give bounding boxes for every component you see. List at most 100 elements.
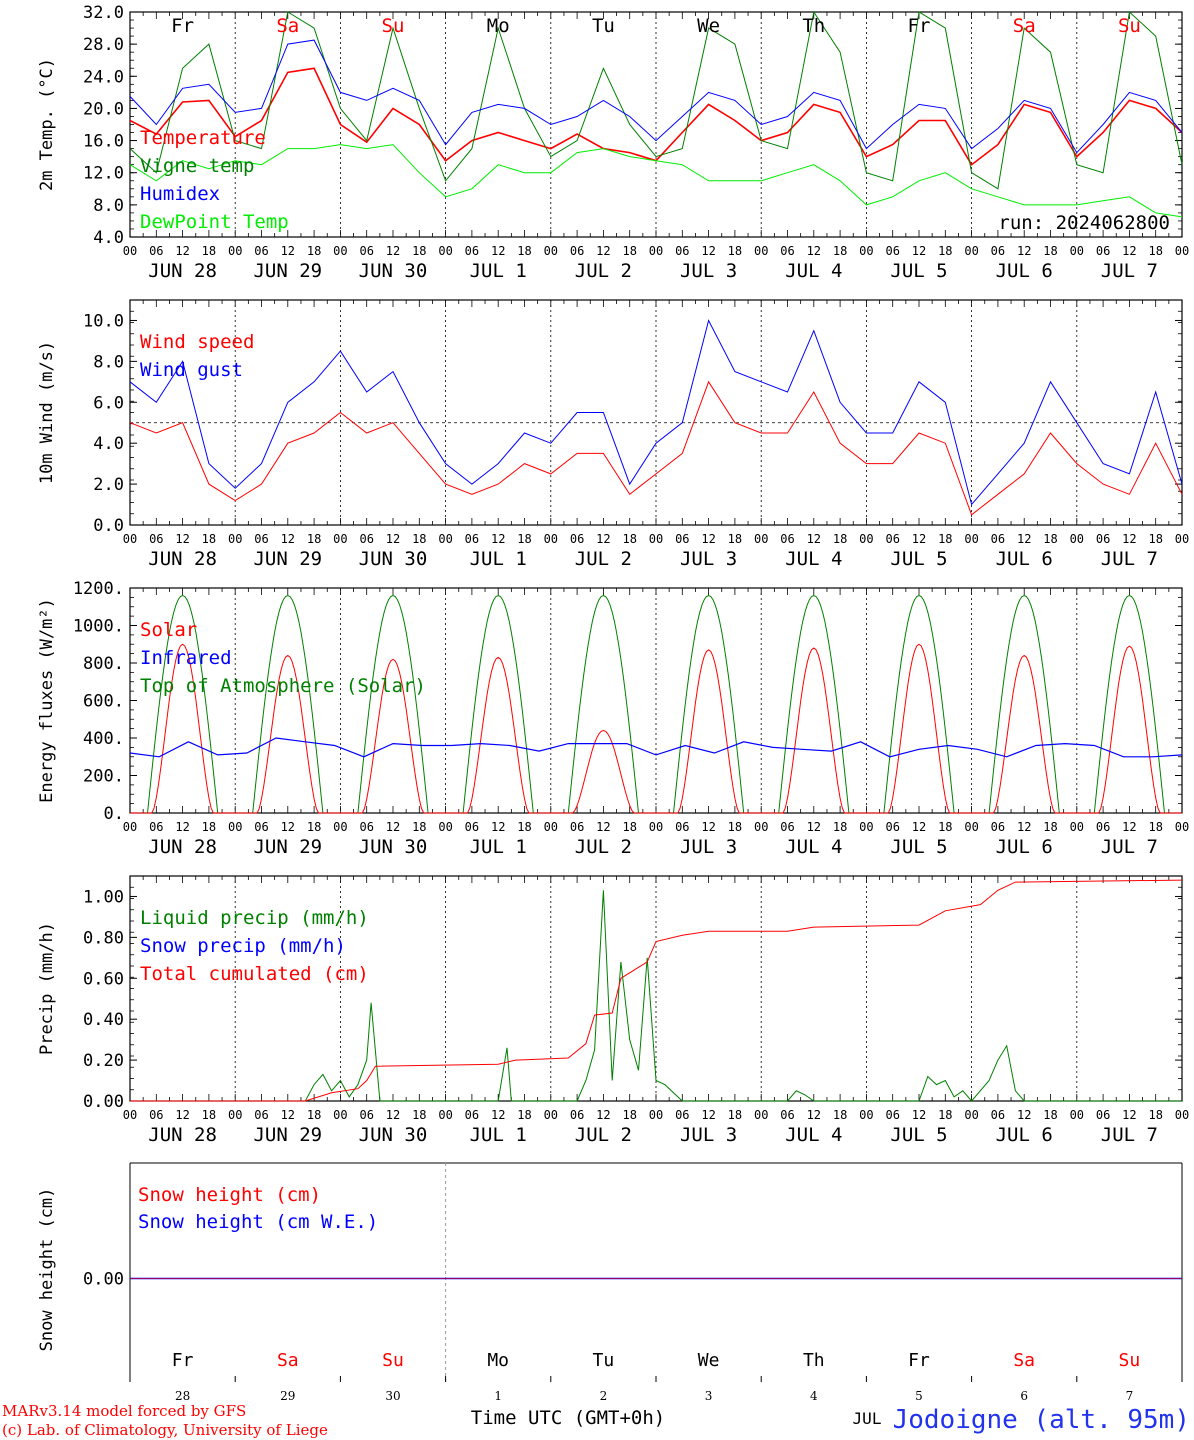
legend-entry: Snow height (cm) xyxy=(138,1184,321,1206)
hour-tick-label: 18 xyxy=(938,1108,952,1122)
y-tick-label: 24.0 xyxy=(83,67,124,87)
hour-tick-label: 06 xyxy=(780,244,794,258)
y-tick-label: 16.0 xyxy=(83,132,124,152)
day-number: 5 xyxy=(915,1389,923,1403)
hour-tick-label: 18 xyxy=(412,532,426,546)
hour-tick-label: 00 xyxy=(859,244,873,258)
series-line-2 xyxy=(129,39,1183,154)
date-label: JUL 1 xyxy=(470,548,527,570)
day-name-bottom: Sa xyxy=(1013,1350,1035,1371)
date-label: JUL 2 xyxy=(575,1124,632,1146)
hour-tick-label: 12 xyxy=(807,244,821,258)
y-tick-label: 28.0 xyxy=(83,35,124,55)
date-label: JUL 6 xyxy=(996,260,1053,282)
hour-tick-label: 18 xyxy=(517,532,531,546)
date-label: JUL 3 xyxy=(680,836,737,858)
hour-tick-label: 12 xyxy=(491,1108,505,1122)
y-tick-label: 4.0 xyxy=(93,228,124,248)
hour-tick-label: 06 xyxy=(1096,1108,1110,1122)
day-number: 29 xyxy=(280,1389,295,1403)
hour-tick-label: 00 xyxy=(228,820,242,834)
hour-tick-label: 06 xyxy=(885,532,899,546)
hour-tick-label: 00 xyxy=(544,820,558,834)
hour-tick-label: 06 xyxy=(570,820,584,834)
hour-tick-label: 00 xyxy=(754,244,768,258)
hour-tick-label: 00 xyxy=(123,1108,137,1122)
hour-tick-label: 18 xyxy=(622,244,636,258)
hour-tick-label: 00 xyxy=(754,820,768,834)
legend-entry: Top of Atmosphere (Solar) xyxy=(140,675,426,697)
hour-tick-label: 18 xyxy=(728,532,742,546)
hour-tick-label: 12 xyxy=(701,532,715,546)
date-label: JUN 28 xyxy=(148,1124,217,1146)
y-tick-label: 0.80 xyxy=(83,928,124,948)
hour-tick-label: 00 xyxy=(859,532,873,546)
panel-5: 0.00 Snow height (cm) Snow height (cm) Snow… xyxy=(37,1162,1183,1428)
hour-tick-label: 18 xyxy=(517,244,531,258)
hour-tick-label: 00 xyxy=(649,1108,663,1122)
day-number: 30 xyxy=(385,1389,400,1403)
legend-entry: Solar xyxy=(140,619,197,641)
hour-tick-label: 18 xyxy=(202,244,216,258)
day-number: 28 xyxy=(175,1389,190,1403)
hour-tick-label: 06 xyxy=(780,1108,794,1122)
hour-tick-label: 06 xyxy=(675,820,689,834)
series-line-1 xyxy=(129,10,1183,190)
date-label: JUN 30 xyxy=(359,260,428,282)
date-label: JUN 29 xyxy=(253,260,322,282)
day-name: Sa xyxy=(1013,15,1036,37)
legend-entry: Vigne temp xyxy=(140,155,254,177)
hour-tick-label: 12 xyxy=(596,820,610,834)
hour-tick-label: 18 xyxy=(1148,244,1162,258)
hour-tick-label: 12 xyxy=(281,820,295,834)
day-name: Su xyxy=(382,15,405,37)
hour-tick-label: 18 xyxy=(1043,1108,1057,1122)
day-name: Mo xyxy=(487,15,510,37)
hour-tick-label: 18 xyxy=(833,1108,847,1122)
date-label: JUL 1 xyxy=(470,836,527,858)
hour-tick-label: 00 xyxy=(544,1108,558,1122)
hour-tick-label: 00 xyxy=(859,1108,873,1122)
y-tick-label: 0.00 xyxy=(83,1092,124,1112)
date-label: JUL 3 xyxy=(680,260,737,282)
hour-tick-label: 12 xyxy=(701,820,715,834)
date-label: JUN 29 xyxy=(253,836,322,858)
day-name-bottom: Th xyxy=(803,1350,825,1371)
hour-tick-label: 06 xyxy=(149,532,163,546)
date-label: JUL 7 xyxy=(1101,548,1158,570)
hour-tick-label: 12 xyxy=(701,1108,715,1122)
hour-tick-label: 06 xyxy=(885,1108,899,1122)
date-label: JUL 5 xyxy=(890,836,947,858)
date-label: JUN 30 xyxy=(359,1124,428,1146)
y-axis-label: Snow height (cm) xyxy=(37,1188,57,1352)
hour-tick-label: 06 xyxy=(149,820,163,834)
hour-tick-label: 06 xyxy=(570,244,584,258)
date-label: JUL 5 xyxy=(890,260,947,282)
series-line-2 xyxy=(130,879,1183,1102)
day-name-bottom: Sa xyxy=(277,1350,299,1371)
y-axis-label: Energy fluxes (W/m²) xyxy=(37,598,57,803)
hour-tick-label: 18 xyxy=(1148,1108,1162,1122)
panel-3: 00 06 12 18 00 06 12 18 00 06 12 18 00 06 12 18 00 06 12 18… xyxy=(37,579,1189,858)
hour-tick-label: 18 xyxy=(833,244,847,258)
date-label: JUL 7 xyxy=(1101,836,1158,858)
date-label: JUN 28 xyxy=(148,836,217,858)
hour-tick-label: 12 xyxy=(912,1108,926,1122)
hour-tick-label: 06 xyxy=(149,1108,163,1122)
panel-2: 00 06 12 18 00 06 12 18 00 06 12 18 00 06 12 18 00 06 12 18… xyxy=(37,299,1189,570)
hour-tick-label: 00 xyxy=(333,244,347,258)
hour-tick-label: 00 xyxy=(1175,244,1189,258)
hour-tick-label: 00 xyxy=(228,244,242,258)
hour-tick-label: 18 xyxy=(833,532,847,546)
hour-tick-label: 12 xyxy=(175,244,189,258)
hour-tick-label: 18 xyxy=(728,1108,742,1122)
hour-tick-label: 18 xyxy=(938,532,952,546)
hour-tick-label: 06 xyxy=(991,532,1005,546)
hour-tick-label: 12 xyxy=(912,244,926,258)
hour-tick-label: 12 xyxy=(596,1108,610,1122)
hour-tick-label: 12 xyxy=(281,1108,295,1122)
time-axis-label: Time UTC (GMT+0h) xyxy=(471,1407,665,1429)
day-number: 1 xyxy=(494,1389,502,1403)
panel-1: 00 06 12 18 00 06 12 18 00 06 12 18 00 06 12 18 00 06 12 18… xyxy=(37,3,1189,282)
